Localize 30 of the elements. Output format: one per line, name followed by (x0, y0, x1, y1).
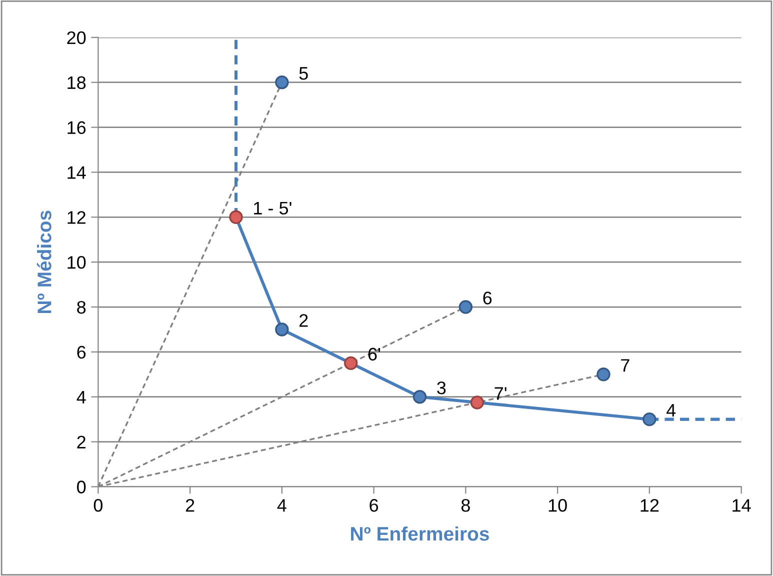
annotation: 7 (621, 359, 630, 372)
annotation: 7' (494, 387, 506, 400)
x-tick-label: 6 (370, 499, 378, 512)
y-tick-label: 6 (77, 346, 86, 359)
x-tick-label: 10 (548, 499, 567, 512)
x-tick-label: 12 (640, 499, 659, 512)
x-tick-label: 4 (277, 499, 286, 512)
y-tick-label: 4 (76, 390, 86, 404)
y-tick-label: 14 (68, 166, 86, 179)
annotation: 4 (666, 404, 676, 417)
y-tick-label: 20 (67, 31, 86, 44)
y-axis-title: Nº Médicos (36, 210, 52, 313)
y-tick-label: 18 (68, 76, 86, 90)
y-tick-label: 8 (77, 300, 86, 314)
annotation: 1 - 5' (254, 202, 292, 215)
x-tick-label: 2 (186, 499, 194, 512)
x-tick-label: 8 (461, 499, 470, 512)
x-tick-label: 14 (732, 499, 751, 512)
annotation: 3 (437, 381, 446, 394)
y-tick-label: 12 (68, 211, 86, 224)
y-tick-label: 10 (68, 256, 86, 269)
annotation: 5 (299, 67, 308, 80)
annotation: 6' (368, 348, 380, 361)
y-tick-label: 16 (68, 121, 86, 134)
y-tick-label: 2 (77, 436, 86, 448)
x-axis-title: Nº Enfermeiros (351, 526, 489, 541)
annotation: 2 (300, 314, 308, 327)
annotation: 6 (483, 292, 492, 304)
y-tick-label: 0 (77, 480, 86, 494)
x-tick-label: 0 (94, 499, 102, 512)
